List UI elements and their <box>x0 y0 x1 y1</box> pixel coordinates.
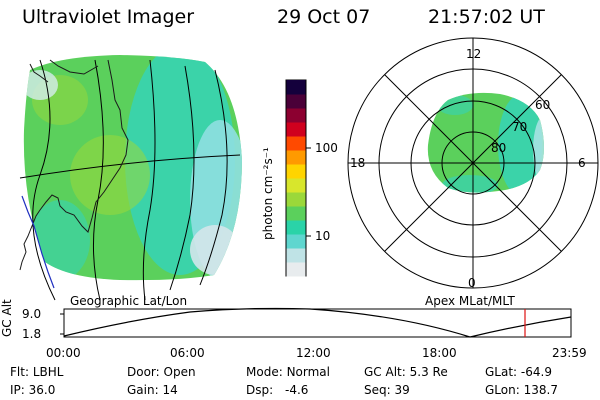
lat-label-70: 70 <box>512 120 528 134</box>
info-glat: GLat: -64.9 <box>485 365 552 379</box>
time-tick-0600: 06:00 <box>170 346 205 360</box>
image-date: 29 Oct 07 <box>277 6 371 28</box>
alt-tick-1-8: 1.8 <box>22 327 42 341</box>
info-glon: GLon: 138.7 <box>485 383 558 397</box>
altitude-curve <box>63 307 572 338</box>
info-gain: Gain: 14 <box>127 383 178 397</box>
lat-label-60: 60 <box>535 98 551 112</box>
colorbar-tick-100: 100 <box>315 141 338 155</box>
colorbar-segment <box>286 192 306 207</box>
mlt-label-18: 18 <box>350 156 366 170</box>
alt-tick-9: 9.0 <box>22 307 42 321</box>
time-tick-1800: 18:00 <box>422 346 457 360</box>
colorbar-unit-label: photon cm⁻²s⁻¹ <box>261 147 275 240</box>
colorbar-segment <box>286 178 306 193</box>
gc-alt-axis-label: GC Alt <box>0 299 14 337</box>
geographic-label: Geographic Lat/Lon <box>70 294 188 308</box>
info-dsp: Dsp: -4.6 <box>246 383 309 397</box>
mlt-label-6: 6 <box>578 156 586 170</box>
colorbar-segment <box>286 220 306 235</box>
blue-coastline <box>21 195 55 289</box>
time-tick-1200: 12:00 <box>296 346 331 360</box>
colorbar-segment <box>286 248 306 263</box>
info-door: Door: Open <box>127 365 196 379</box>
altitude-plot <box>60 307 572 338</box>
time-tick-0000: 00:00 <box>46 346 81 360</box>
info-ip: IP: 36.0 <box>10 383 56 397</box>
colorbar-segment <box>286 136 306 151</box>
colorbar-segment <box>286 108 306 123</box>
colorbar-segment <box>286 262 306 277</box>
info-mode: Mode: Normal <box>246 365 330 379</box>
instrument-title: Ultraviolet Imager <box>22 6 195 28</box>
info-seq: Seq: 39 <box>364 383 410 397</box>
colorbar-segment <box>286 122 306 137</box>
info-flt: Flt: LBHL <box>10 365 64 379</box>
colorbar-segment <box>286 206 306 221</box>
time-tick-2359: 23:59 <box>552 346 587 360</box>
colorbar-segment <box>286 94 306 109</box>
colorbar <box>285 79 311 277</box>
info-gc-alt: GC Alt: 5.3 Re <box>364 365 448 379</box>
mlt-label-0: 0 <box>468 276 476 290</box>
mlt-label-12: 12 <box>466 47 482 61</box>
image-time: 21:57:02 UT <box>428 6 545 28</box>
colorbar-segment <box>286 234 306 249</box>
colorbar-tick-10: 10 <box>315 229 331 243</box>
colorbar-segment <box>286 150 306 165</box>
colorbar-segment <box>286 80 306 95</box>
polar-plot <box>347 37 599 289</box>
lat-label-80: 80 <box>491 141 507 155</box>
geographic-image <box>19 55 243 301</box>
coastline <box>19 59 129 271</box>
colorbar-segment <box>286 164 306 179</box>
apex-label: Apex MLat/MLT <box>425 294 515 308</box>
